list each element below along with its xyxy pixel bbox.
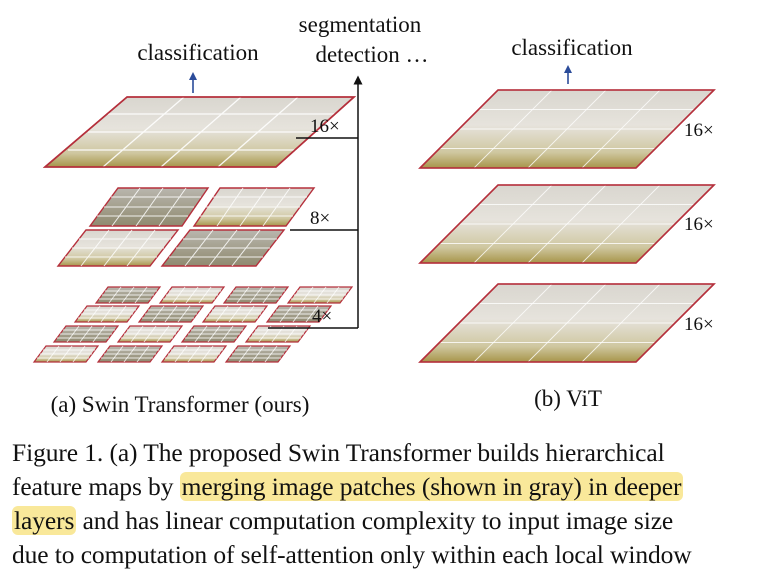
caption-highlight-2: layers [12,506,77,535]
caption-line-1: Figure 1. (a) The proposed Swin Transfor… [12,438,665,467]
swin-panel-caption: (a) Swin Transformer (ours) [51,392,310,417]
figure-caption: Figure 1. (a) The proposed Swin Transfor… [12,436,752,572]
vit-layers [418,89,716,363]
caption-line-3: layers and has linear computation comple… [12,504,752,538]
swin-layer-16x [42,96,357,168]
vit-scale-top: 16× [684,120,714,141]
swin-classification-label: classification [137,40,259,65]
caption-highlight-1: merging image patches (shown in gray) in… [179,472,684,501]
caption-line-2-text: feature maps by [12,472,180,501]
caption-line-3-text: and has linear computation complexity to… [76,506,674,535]
swin-layer-8x [56,187,316,267]
swin-layer-4x [32,286,354,363]
swin-scale-16x: 16× [310,116,340,137]
vit-classification-label: classification [511,35,633,60]
vit-scale-bottom: 16× [684,314,714,335]
figure-1: classification segmentation detection … … [32,12,716,417]
caption-line-2: feature maps by merging image patches (s… [12,470,752,504]
vit-scale-middle: 16× [684,214,714,235]
caption-line-4: due to computation of self-attention onl… [12,540,692,569]
swin-feature-connectors [268,75,363,329]
swin-scale-4x: 4× [312,306,332,327]
detection-label: detection … [315,42,428,67]
segmentation-label: segmentation [299,12,422,37]
vit-panel-caption: (b) ViT [534,386,602,411]
figure-diagram: classification segmentation detection … … [32,12,716,417]
swin-scale-8x: 8× [310,208,330,229]
